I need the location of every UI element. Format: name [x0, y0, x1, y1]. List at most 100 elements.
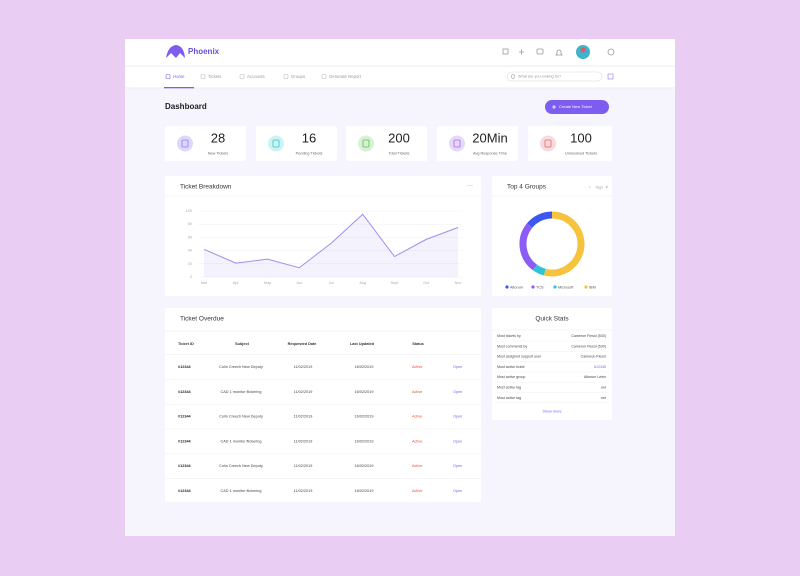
column-header[interactable]: Ticket ID: [178, 342, 194, 346]
stat-detail: Cameron Fiesol: [581, 355, 607, 359]
card: [346, 126, 427, 161]
nav-icon: [283, 74, 289, 79]
chat-icon[interactable]: [536, 48, 544, 55]
prev-arrow[interactable]: ‹: [589, 184, 591, 190]
y-tick-label: 80: [188, 222, 192, 226]
stat-name: Most active group: [497, 375, 525, 379]
card: [165, 308, 481, 502]
card-title: Top 4 Groups: [507, 184, 547, 191]
logo: [166, 45, 185, 58]
x-tick-label: Aug: [359, 281, 366, 285]
add-icon[interactable]: [519, 49, 524, 55]
create-button[interactable]: [545, 100, 609, 114]
stat-icon: [453, 139, 461, 148]
next-arrow[interactable]: ›: [606, 184, 608, 190]
stat-icon-bg: [177, 135, 193, 152]
search-box[interactable]: [506, 71, 603, 82]
stat-value: 200: [388, 130, 410, 145]
nav-item[interactable]: Accounts: [247, 74, 265, 79]
stat-value: 16: [302, 130, 316, 145]
table-cell: #12344: [178, 489, 192, 493]
table-cell: Active: [412, 365, 422, 369]
donut-segment: [519, 223, 538, 271]
nav-icon: [239, 74, 245, 79]
card-title: Ticket Breakdown: [180, 184, 232, 191]
table-cell: Active: [412, 489, 422, 493]
button-label: Create New Ticket: [559, 104, 593, 109]
stat-name: Most comments by: [497, 344, 527, 348]
stat-name: Most active ticket: [497, 365, 525, 369]
table-cell: Active: [412, 464, 422, 468]
table-cell: #12344: [178, 390, 192, 394]
stat-label: Unresolved Tickets: [565, 152, 597, 156]
stat-detail: Cameron Fiesol (530): [571, 334, 606, 338]
menu-dots: ⋯: [467, 184, 473, 190]
y-tick-label: 40: [188, 249, 192, 253]
table-cell: Colin Creech New Deputy: [219, 464, 263, 468]
y-tick-label: 60: [188, 235, 192, 239]
table-cell: #12344: [178, 365, 192, 369]
stat-label: Avg Response Time: [473, 152, 507, 156]
table-cell: CAD 1 monitor flickering: [221, 390, 262, 394]
open-link[interactable]: Open: [453, 464, 462, 468]
table-cell: 11/02/2019: [294, 464, 313, 468]
nav-item[interactable]: Groups: [291, 74, 305, 79]
legend-label: IBM: [589, 286, 596, 290]
stat-icon: [181, 139, 189, 148]
legend-swatch: [505, 285, 509, 289]
brand: Phoenix: [188, 47, 220, 56]
search-placeholder: What are you looking for?: [518, 75, 561, 79]
settings-icon[interactable]: [607, 48, 615, 56]
card: [437, 126, 518, 161]
open-link[interactable]: Open: [453, 439, 462, 443]
fullscreen-icon[interactable]: [502, 48, 509, 55]
nav-item[interactable]: Home: [173, 74, 185, 79]
bell-icon[interactable]: [555, 49, 563, 56]
table-cell: Colin Creech New Deputy: [219, 415, 263, 419]
legend-swatch: [584, 285, 588, 289]
nav-icon: [200, 74, 206, 79]
nav-active-indicator: [164, 87, 194, 89]
table-cell: 11/02/2019: [294, 489, 313, 493]
open-link[interactable]: Open: [453, 415, 462, 419]
column-header[interactable]: Status: [412, 342, 424, 346]
table-cell: Active: [412, 439, 422, 443]
table-cell: CAD 1 monitor flickering: [221, 439, 262, 443]
x-tick-label: Sept: [391, 281, 400, 285]
table-cell: #12344: [178, 415, 192, 419]
table-cell: CAD 1 monitor flickering: [221, 489, 262, 493]
legend-swatch: [531, 285, 535, 289]
stat-value: 20Min: [472, 130, 507, 145]
show-more[interactable]: Show more: [542, 410, 561, 414]
stat-icon: [544, 139, 552, 148]
nav-item[interactable]: Generate Report: [329, 74, 362, 79]
column-header[interactable]: Subject: [235, 342, 249, 346]
stat-detail: .net: [600, 396, 606, 400]
x-tick-label: May: [264, 281, 271, 285]
grid-icon[interactable]: [607, 73, 614, 80]
open-link[interactable]: Open: [453, 390, 462, 394]
donut-segment: [526, 211, 553, 228]
card: [492, 176, 612, 296]
y-tick-label: 20: [188, 262, 192, 266]
table-cell: 16/02/2019: [354, 365, 373, 369]
table-cell: 11/02/2019: [294, 390, 313, 394]
card: [256, 126, 337, 161]
tab-label[interactable]: Tags: [595, 186, 603, 190]
y-tick-label: 0: [190, 275, 192, 279]
column-header[interactable]: Requested Date: [288, 342, 317, 346]
x-tick-label: Oct: [423, 281, 430, 285]
open-link[interactable]: Open: [453, 365, 462, 369]
x-tick-label: Jun: [296, 281, 302, 285]
page-title: Dashboard: [165, 102, 207, 111]
x-tick-label: Mar: [201, 281, 208, 285]
open-link[interactable]: Open: [453, 489, 462, 493]
column-header[interactable]: Last Updated: [350, 342, 375, 346]
table-cell: Active: [412, 415, 422, 419]
nav-item[interactable]: Tickets: [208, 74, 221, 79]
stat-value: 100: [570, 130, 592, 145]
table-cell: Colin Creech New Deputy: [219, 365, 263, 369]
card: [165, 126, 246, 161]
